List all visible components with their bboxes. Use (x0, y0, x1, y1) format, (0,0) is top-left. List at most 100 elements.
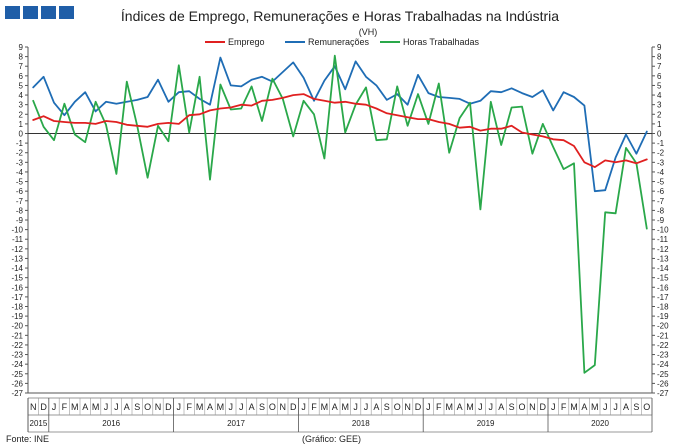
x-month-label: A (249, 402, 255, 412)
y-tick-label-right: -15 (657, 274, 669, 283)
y-tick-label-right: -8 (657, 206, 665, 215)
x-month-label: J (489, 402, 494, 412)
x-month-label: S (384, 402, 390, 412)
y-tick-label-left: 5 (19, 81, 24, 90)
y-tick-label-left: -10 (11, 226, 23, 235)
x-year-label: 2015 (30, 419, 48, 428)
y-tick-label-left: -6 (16, 187, 24, 196)
y-axis-unit-label: (VH) (359, 27, 378, 37)
x-month-label: M (321, 402, 329, 412)
y-tick-label-left: -27 (11, 389, 23, 398)
x-month-label: D (290, 402, 297, 412)
y-tick-label-right: -24 (657, 360, 669, 369)
y-tick-label-left: 2 (19, 110, 24, 119)
x-month-label: F (186, 402, 192, 412)
x-month-label: M (92, 402, 100, 412)
x-year-label: 2019 (477, 419, 495, 428)
x-month-label: O (394, 402, 401, 412)
x-month-label: N (30, 402, 37, 412)
x-month-label: O (269, 402, 276, 412)
x-month-label: J (603, 402, 608, 412)
y-tick-label-left: -18 (11, 303, 23, 312)
x-month-label: M (196, 402, 204, 412)
x-month-label: J (478, 402, 483, 412)
x-month-label: N (280, 402, 287, 412)
x-month-label: F (436, 402, 442, 412)
logo-square (23, 6, 38, 19)
x-month-label: A (82, 402, 88, 412)
x-month-label: N (155, 402, 162, 412)
y-tick-label-left: -8 (16, 206, 24, 215)
y-tick-label-left: -20 (11, 322, 23, 331)
y-tick-label-right: -5 (657, 178, 665, 187)
x-month-label: N (404, 402, 411, 412)
y-tick-label-right: -17 (657, 293, 669, 302)
x-month-label: M (341, 402, 349, 412)
x-month-label: O (643, 402, 650, 412)
x-month-label: A (332, 402, 338, 412)
y-tick-label-right: -6 (657, 187, 665, 196)
ine-logo-icon (5, 6, 74, 19)
y-tick-label-right: -1 (657, 139, 665, 148)
y-tick-label-right: 5 (657, 81, 662, 90)
y-tick-label-left: -9 (16, 216, 24, 225)
x-month-label: M (466, 402, 474, 412)
y-tick-label-right: -22 (657, 341, 669, 350)
x-month-label: J (353, 402, 358, 412)
y-tick-label-left: 6 (19, 72, 24, 81)
y-tick-label-right: 7 (657, 62, 662, 71)
logo-square (41, 6, 56, 19)
y-tick-label-right: -23 (657, 351, 669, 360)
x-month-label: J (239, 402, 244, 412)
y-tick-label-right: -20 (657, 322, 669, 331)
y-tick-label-right: -12 (657, 245, 669, 254)
x-month-label: J (426, 402, 431, 412)
y-tick-label-right: -2 (657, 149, 665, 158)
series-line-horas-trabalhadas (32, 54, 648, 374)
y-tick-label-right: -3 (657, 158, 665, 167)
y-tick-label-right: 1 (657, 120, 662, 129)
y-tick-label-left: -5 (16, 178, 24, 187)
y-tick-label-right: -25 (657, 370, 669, 379)
x-month-label: A (457, 402, 463, 412)
y-tick-label-right: -14 (657, 264, 669, 273)
x-month-label: J (104, 402, 109, 412)
legend-label-remuneracoes: Remunerações (308, 37, 370, 47)
series-line-emprego (32, 93, 648, 169)
y-tick-label-right: -18 (657, 303, 669, 312)
logo-square (59, 6, 74, 19)
y-tick-label-right: 8 (657, 53, 662, 62)
y-tick-label-right: -21 (657, 331, 669, 340)
legend-label-horas-trabalhadas: Horas Trabalhadas (403, 37, 480, 47)
x-month-label: S (509, 402, 515, 412)
y-tick-label-left: -23 (11, 351, 23, 360)
y-tick-label-left: -19 (11, 312, 23, 321)
y-tick-label-left: -15 (11, 274, 23, 283)
x-month-label: A (623, 402, 629, 412)
x-month-label: J (52, 402, 57, 412)
x-month-label: A (581, 402, 587, 412)
y-tick-label-left: 9 (19, 43, 24, 52)
y-tick-label-left: 4 (19, 91, 24, 100)
x-month-label: N (529, 402, 536, 412)
x-month-label: F (311, 402, 317, 412)
source-label: Fonte: INE (6, 434, 49, 444)
y-tick-label-left: -26 (11, 379, 23, 388)
y-tick-label-left: 1 (19, 120, 24, 129)
y-tick-label-right: -26 (657, 379, 669, 388)
legend-label-emprego: Emprego (228, 37, 265, 47)
y-tick-label-left: -14 (11, 264, 23, 273)
y-tick-label-left: 8 (19, 53, 24, 62)
y-tick-label-right: -9 (657, 216, 665, 225)
x-year-label: 2016 (102, 419, 120, 428)
x-year-label: 2018 (352, 419, 370, 428)
y-tick-label-right: 4 (657, 91, 662, 100)
x-month-label: F (561, 402, 567, 412)
x-month-label: D (415, 402, 422, 412)
x-month-label: A (373, 402, 379, 412)
y-tick-label-right: -10 (657, 226, 669, 235)
x-month-label: S (134, 402, 140, 412)
x-month-label: M (445, 402, 453, 412)
y-tick-label-left: 3 (19, 101, 24, 110)
y-tick-label-right: -11 (657, 235, 669, 244)
